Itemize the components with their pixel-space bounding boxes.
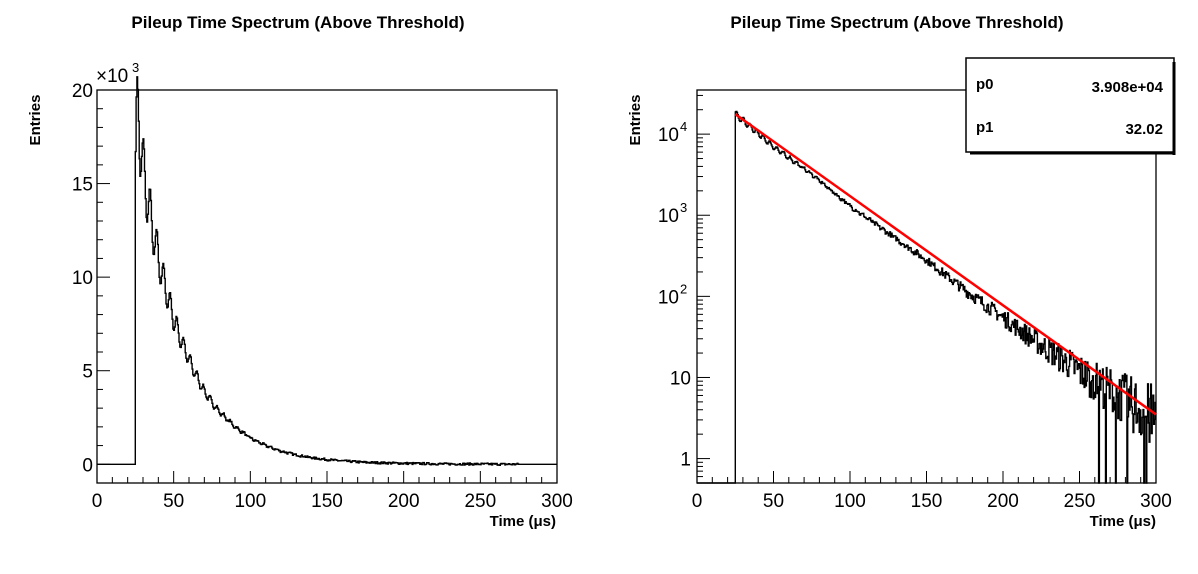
right-y-tick-label: 10 2 — [658, 281, 687, 308]
left-x-ticks: 0 50 100 150 200 250 300 — [92, 471, 573, 512]
left-y-ticks: 0 5 10 15 20 — [72, 81, 110, 476]
left-chart-title: Pileup Time Spectrum (Above Threshold) — [131, 13, 464, 32]
left-x-tick-label: 0 — [92, 491, 103, 512]
right-y-tick-exp: 3 — [680, 200, 687, 215]
left-chart: Pileup Time Spectrum (Above Threshold) E… — [27, 13, 573, 530]
left-x-tick-label: 300 — [541, 491, 573, 512]
right-y-tick-exp: 4 — [680, 119, 687, 134]
left-y-tick-label: 15 — [72, 175, 93, 196]
fit-param-value-p0: 3.908e+04 — [1092, 79, 1164, 96]
left-x-tick-label: 200 — [388, 491, 420, 512]
right-y-tick-base: 10 — [658, 125, 679, 146]
right-fit-line — [734, 113, 1157, 416]
left-x-axis-label: Time (μs) — [490, 513, 556, 530]
right-x-tick-label: 300 — [1140, 491, 1172, 512]
right-y-tick-label: 10 — [670, 368, 691, 389]
right-histogram-line — [697, 110, 1156, 484]
left-y-tick-label: 5 — [82, 362, 93, 383]
left-y-tick-label: 10 — [72, 268, 93, 289]
right-x-tick-label: 200 — [987, 491, 1019, 512]
right-y-tick-label: 10 3 — [658, 200, 687, 227]
right-x-tick-label: 0 — [692, 491, 703, 512]
left-x-tick-label: 150 — [311, 491, 343, 512]
fit-stats-box: p0 3.908e+04 p1 32.02 — [965, 57, 1176, 155]
right-y-tick-base: 10 — [658, 206, 679, 227]
left-y-axis-label: Entries — [27, 95, 44, 146]
left-x-tick-label: 50 — [163, 491, 184, 512]
fit-param-name-p0: p0 — [976, 76, 994, 93]
right-y-tick-label: 1 — [680, 450, 691, 471]
right-x-tick-label: 150 — [911, 491, 943, 512]
left-y-tick-label: 0 — [82, 455, 93, 476]
fit-param-value-p1: 32.02 — [1125, 121, 1163, 138]
right-y-tick-base: 10 — [670, 368, 691, 389]
right-chart: Pileup Time Spectrum (Above Threshold) E… — [627, 13, 1176, 530]
left-y-tick-label: 20 — [72, 81, 93, 102]
left-histogram-line — [97, 76, 557, 466]
right-y-tick-base: 10 — [658, 287, 679, 308]
fit-param-name-p1: p1 — [976, 119, 994, 136]
left-y-multiplier-base: ×10 — [96, 66, 128, 87]
left-y-multiplier-exp: 3 — [132, 60, 139, 75]
left-x-tick-label: 250 — [464, 491, 496, 512]
right-x-tick-label: 50 — [763, 491, 784, 512]
right-y-tick-base: 1 — [680, 450, 691, 471]
right-chart-title: Pileup Time Spectrum (Above Threshold) — [730, 13, 1063, 32]
right-x-tick-label: 100 — [834, 491, 866, 512]
right-y-tick-exp: 2 — [680, 281, 687, 296]
left-y-multiplier: ×10 3 — [96, 60, 139, 87]
right-x-ticks: 0 50 100 150 200 250 300 — [692, 471, 1172, 512]
right-y-tick-label: 10 4 — [658, 119, 687, 146]
right-x-axis-label: Time (μs) — [1090, 513, 1156, 530]
right-x-tick-label: 250 — [1064, 491, 1096, 512]
left-x-tick-label: 100 — [234, 491, 266, 512]
left-plot-frame — [96, 89, 558, 484]
right-y-axis-label: Entries — [627, 95, 644, 146]
